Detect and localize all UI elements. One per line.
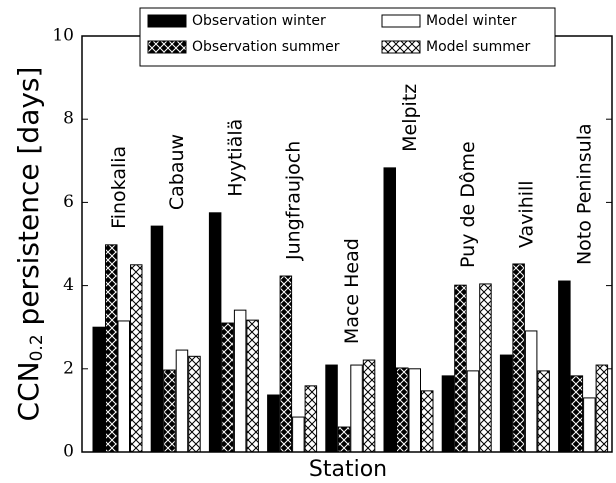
station-label: Puy de Dôme bbox=[457, 141, 479, 268]
station-label: Mace Head bbox=[341, 238, 363, 344]
bar bbox=[246, 319, 259, 453]
bar bbox=[233, 309, 247, 453]
bar bbox=[130, 264, 143, 453]
bar bbox=[208, 212, 222, 453]
bar bbox=[92, 326, 105, 453]
legend-swatch bbox=[147, 40, 187, 54]
bar bbox=[524, 330, 538, 453]
bar bbox=[441, 375, 455, 453]
bar bbox=[267, 394, 280, 453]
bar bbox=[512, 263, 525, 453]
y-tick-label: 6 bbox=[63, 192, 74, 212]
station-label: Noto Peninsula bbox=[574, 123, 596, 265]
bar bbox=[466, 370, 480, 453]
legend-box bbox=[139, 7, 556, 67]
bar bbox=[150, 225, 164, 453]
bar bbox=[304, 385, 318, 453]
station-label: Finokalia bbox=[108, 146, 130, 229]
bar bbox=[105, 244, 118, 453]
station-label: Hyytiälä bbox=[224, 119, 246, 197]
y-tick-label: 4 bbox=[63, 275, 74, 295]
bar bbox=[175, 349, 189, 453]
y-tick-label: 0 bbox=[63, 442, 74, 462]
bar bbox=[570, 375, 584, 453]
y-tick-label: 10 bbox=[52, 26, 74, 46]
bar bbox=[362, 359, 376, 453]
legend-label: Observation winter bbox=[192, 13, 326, 29]
bar bbox=[583, 397, 596, 453]
bar bbox=[188, 355, 201, 453]
legend-swatch bbox=[381, 14, 421, 28]
x-axis-label: Station bbox=[309, 457, 387, 482]
bar bbox=[595, 364, 609, 453]
bar bbox=[279, 275, 293, 453]
legend-swatch bbox=[381, 40, 421, 54]
bar bbox=[558, 280, 571, 453]
bar bbox=[454, 284, 467, 453]
station-label: Jungfraujoch bbox=[283, 141, 305, 261]
bar bbox=[337, 426, 351, 453]
bar bbox=[325, 364, 338, 453]
bar bbox=[221, 322, 234, 453]
legend-label: Observation summer bbox=[192, 39, 340, 55]
bar bbox=[117, 320, 130, 453]
station-label: Cabauw bbox=[166, 134, 188, 210]
bar bbox=[383, 167, 396, 453]
y-tick-label: 8 bbox=[63, 109, 74, 129]
bar bbox=[499, 354, 513, 453]
bar bbox=[350, 364, 363, 453]
legend: Observation winter Observation summer Mode… bbox=[139, 7, 556, 67]
bar bbox=[292, 416, 305, 453]
y-tick-label: 2 bbox=[63, 358, 74, 378]
legend-label: Model winter bbox=[426, 13, 517, 29]
station-label: Vavihill bbox=[515, 180, 537, 248]
bar bbox=[408, 368, 421, 453]
legend-swatch bbox=[147, 14, 187, 28]
bar bbox=[163, 369, 176, 453]
bar bbox=[396, 367, 409, 453]
legend-label: Model summer bbox=[426, 39, 531, 55]
y-axis-label: CCN0.2 persistence [days] bbox=[12, 67, 47, 422]
bar bbox=[479, 283, 492, 453]
station-label: Melpitz bbox=[399, 84, 421, 152]
bar bbox=[421, 390, 434, 453]
bar bbox=[537, 370, 550, 453]
